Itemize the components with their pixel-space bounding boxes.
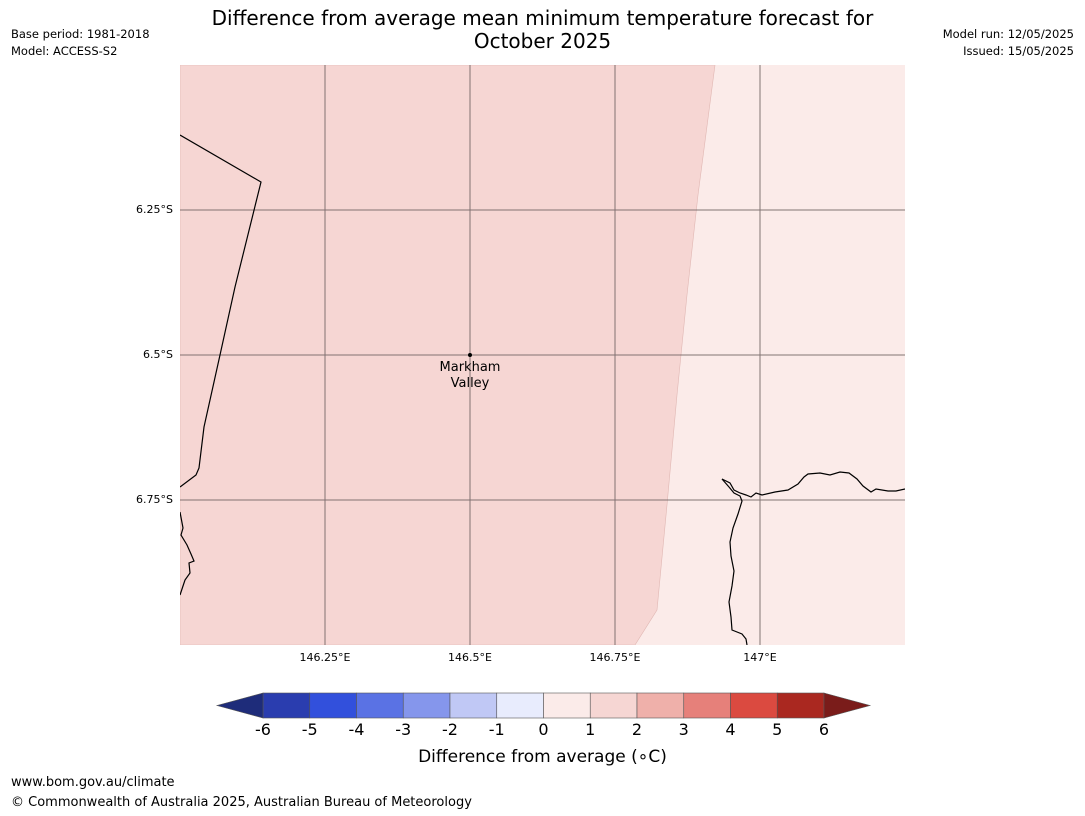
colorbar-bin (356, 692, 404, 719)
map-title: Difference from average mean minimum tem… (211, 6, 874, 53)
footer-copyright: © Commonwealth of Australia 2025, Austra… (11, 795, 472, 810)
colorbar-tick-label: -4 (348, 720, 365, 739)
place-label: Markham Valley (430, 360, 510, 392)
colorbar-tick-label: 4 (725, 720, 736, 739)
lat-label-6-75: 6.75°S (136, 493, 173, 506)
colorbar-tick-label: 5 (772, 720, 783, 739)
colorbar-bin (496, 692, 544, 719)
graticule (180, 65, 905, 645)
colorbar-label: Difference from average (∘C) (418, 747, 667, 767)
colorbar-bin (402, 692, 451, 719)
lat-label-6-25: 6.25°S (136, 203, 173, 216)
colorbar-bin (589, 692, 638, 719)
colorbar-bin (449, 692, 498, 719)
lon-label-146-25: 146.25°E (299, 651, 351, 664)
colorbar-tick-label: 0 (538, 720, 549, 739)
colorbar-bin (309, 692, 357, 719)
border-line (180, 134, 262, 488)
place-label-line1: Markham (439, 360, 501, 375)
footer-url: www.bom.gov.au/climate (11, 775, 175, 790)
colorbar-bin (683, 692, 731, 719)
colorbar-tick-label: 6 (818, 720, 830, 739)
colorbar-bin (636, 692, 685, 719)
colorbar-tick-label: -3 (395, 720, 412, 739)
place-label-line2: Valley (450, 376, 490, 391)
issued-text: Issued: 15/05/2025 (963, 44, 1074, 58)
colorbar-tick-label: -2 (442, 720, 458, 739)
colorbar-extend-high (823, 692, 872, 719)
location-marker (468, 353, 472, 357)
map-area (180, 65, 905, 645)
colorbar-tick-label: 1 (585, 720, 596, 739)
colorbar-bin (730, 692, 778, 719)
colorbar-bin (543, 692, 591, 719)
colorbar-tick-label: -1 (488, 720, 505, 739)
map-svg (180, 65, 905, 645)
colorbar-extend-low (215, 692, 264, 719)
colorbar-tick-label: 2 (631, 720, 643, 739)
model-run-text: Model run: 12/05/2025 (942, 27, 1074, 41)
coastline-west (180, 511, 195, 596)
colorbar-tick-label: -5 (301, 720, 318, 739)
colorbar-tick-label: 3 (678, 720, 689, 739)
lon-label-147: 147°E (743, 651, 777, 664)
lat-label-6-5: 6.5°S (143, 348, 173, 361)
colorbar-tick-label: -6 (255, 720, 271, 739)
model-text: Model: ACCESS-S2 (11, 44, 118, 58)
colorbar-bin (776, 692, 825, 719)
river-line (721, 478, 748, 645)
lon-label-146-5: 146.5°E (448, 651, 492, 664)
lon-label-146-75: 146.75°E (589, 651, 641, 664)
base-period-text: Base period: 1981-2018 (11, 27, 150, 41)
colorbar-bin (262, 692, 311, 719)
coastline-east (721, 471, 905, 498)
